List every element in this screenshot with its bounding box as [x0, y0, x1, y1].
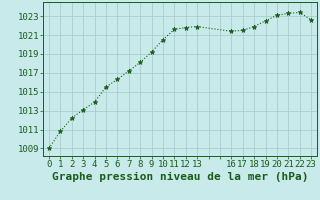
X-axis label: Graphe pression niveau de la mer (hPa): Graphe pression niveau de la mer (hPa)	[52, 172, 308, 182]
